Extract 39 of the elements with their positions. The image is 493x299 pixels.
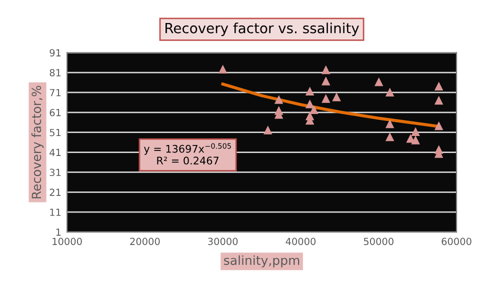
point xyxy=(322,65,330,74)
point xyxy=(434,96,444,105)
x-tick-label: 60000 xyxy=(442,238,472,246)
point xyxy=(374,77,384,86)
x-tick-label: 20000 xyxy=(130,238,160,246)
y-axis-title: Recovery factor,% xyxy=(31,86,44,198)
point xyxy=(263,126,272,134)
point xyxy=(385,88,394,96)
point xyxy=(218,64,228,74)
point xyxy=(322,94,330,103)
point xyxy=(385,132,394,142)
point xyxy=(385,119,394,128)
point xyxy=(305,86,314,96)
x-tick-label: 10000 xyxy=(52,238,82,246)
point xyxy=(310,105,318,114)
x-tick-label: 50000 xyxy=(364,238,394,246)
y-tick-label: 21 xyxy=(50,188,61,196)
point xyxy=(434,82,444,91)
x-axis-title: salinity,ppm xyxy=(224,255,300,268)
y-tick-label: 31 xyxy=(50,168,61,176)
x-tick-label: 40000 xyxy=(286,238,316,246)
y-tick-label: 41 xyxy=(50,148,61,156)
x-tick-label: 30000 xyxy=(208,238,238,246)
y-tick-label: 71 xyxy=(50,89,61,96)
y-tick-label: 1 xyxy=(56,228,61,236)
y-tick-label: 91 xyxy=(50,49,61,56)
annotation: y = 13697x$^{−0.505}$ R² = 0.2467 xyxy=(144,143,231,165)
point xyxy=(332,92,341,102)
y-tick-label: 61 xyxy=(50,108,61,116)
point xyxy=(434,121,444,130)
point xyxy=(274,95,284,104)
y-tick-label: 81 xyxy=(50,69,61,76)
point xyxy=(322,76,330,86)
point xyxy=(411,136,420,144)
chart-title: Recovery factor vs. ssalinity xyxy=(166,22,359,36)
y-tick-label: 51 xyxy=(50,128,61,136)
point xyxy=(411,127,420,136)
y-tick-label: 11 xyxy=(50,208,61,216)
point xyxy=(305,99,314,108)
